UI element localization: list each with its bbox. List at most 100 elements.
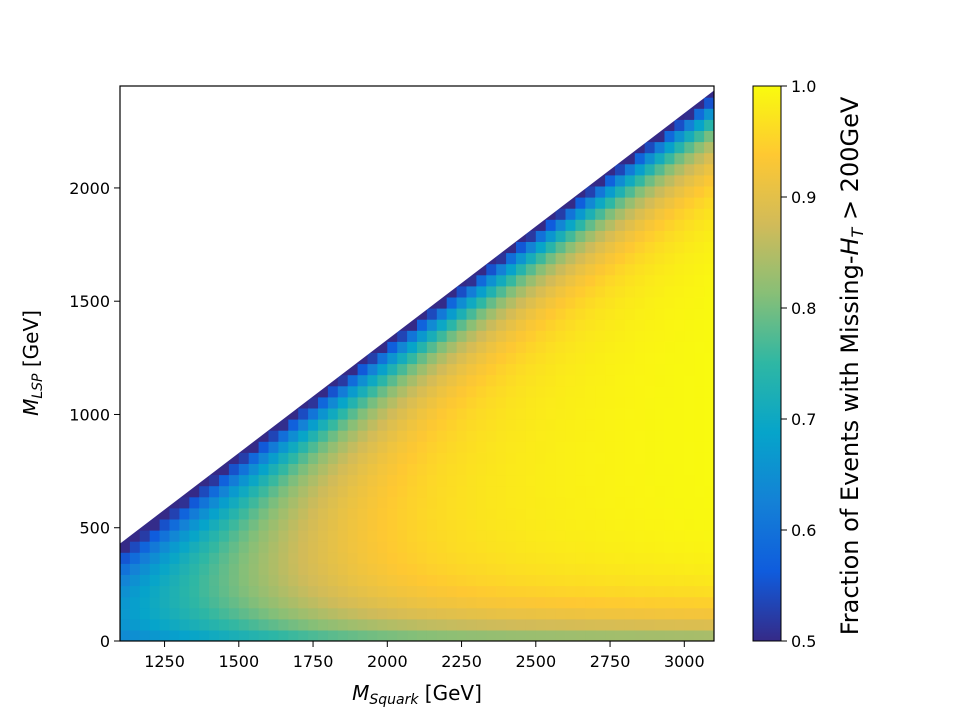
heatmap-cell bbox=[476, 330, 487, 342]
heatmap-cell bbox=[535, 274, 547, 287]
heatmap-cell bbox=[535, 541, 547, 553]
heatmap-cell bbox=[704, 485, 714, 498]
heatmap-cell bbox=[555, 274, 567, 287]
heatmap-cell bbox=[466, 474, 477, 487]
heatmap-cell bbox=[476, 629, 487, 641]
heatmap-cell bbox=[664, 419, 675, 431]
heatmap-cell bbox=[644, 563, 656, 575]
heatmap-cell bbox=[496, 263, 507, 276]
heatmap-cell bbox=[525, 296, 537, 309]
heatmap-cell bbox=[357, 607, 369, 620]
heatmap-cell bbox=[308, 507, 319, 520]
heatmap-cell bbox=[684, 507, 695, 520]
heatmap-cell bbox=[605, 452, 616, 464]
heatmap-cell bbox=[258, 574, 270, 587]
heatmap-cell bbox=[506, 563, 517, 575]
heatmap-cell bbox=[506, 430, 517, 442]
heatmap-cell bbox=[337, 618, 349, 631]
heatmap-cell bbox=[634, 541, 646, 553]
heatmap-cell bbox=[367, 352, 378, 365]
heatmap-cell bbox=[694, 629, 705, 641]
heatmap-cell bbox=[595, 174, 606, 187]
heatmap-cell bbox=[298, 541, 309, 553]
heatmap-cell bbox=[674, 208, 685, 220]
heatmap-cell bbox=[347, 496, 359, 509]
heatmap-cell bbox=[694, 174, 705, 187]
heatmap-cell bbox=[139, 596, 151, 609]
heatmap-cell bbox=[525, 541, 537, 553]
heatmap-cell bbox=[634, 585, 646, 598]
heatmap-cell bbox=[209, 629, 220, 641]
heatmap-cell bbox=[476, 496, 487, 509]
heatmap-cell bbox=[248, 552, 260, 564]
heatmap-cell bbox=[456, 363, 468, 376]
heatmap-cell bbox=[149, 518, 161, 531]
heatmap-cell bbox=[486, 430, 497, 442]
heatmap-cell bbox=[694, 130, 705, 143]
heatmap-cell bbox=[525, 530, 537, 542]
heatmap-cell bbox=[456, 596, 468, 609]
heatmap-cell bbox=[407, 541, 418, 553]
heatmap-cell bbox=[684, 407, 695, 420]
heatmap-cell bbox=[644, 197, 656, 209]
heatmap-cell bbox=[605, 252, 616, 265]
heatmap-cell bbox=[278, 474, 289, 487]
heatmap-cell bbox=[644, 607, 656, 620]
heatmap-cell bbox=[436, 585, 448, 598]
heatmap-cell bbox=[704, 330, 714, 342]
heatmap-cell bbox=[248, 607, 260, 620]
heatmap-cell bbox=[456, 296, 468, 309]
heatmap-cell bbox=[219, 563, 230, 575]
heatmap-cell bbox=[189, 585, 200, 598]
heatmap-cell bbox=[337, 530, 349, 542]
heatmap-cell bbox=[624, 296, 636, 309]
heatmap-cell bbox=[426, 352, 438, 365]
heatmap-cell bbox=[585, 319, 596, 331]
heatmap-cell bbox=[258, 585, 270, 598]
heatmap-cell bbox=[466, 296, 477, 309]
heatmap-cell bbox=[516, 419, 527, 431]
heatmap-cell bbox=[694, 419, 705, 431]
heatmap-cell bbox=[387, 518, 398, 531]
heatmap-cell bbox=[308, 430, 319, 442]
heatmap-cell bbox=[288, 607, 299, 620]
heatmap-cell bbox=[466, 463, 477, 476]
heatmap-cell bbox=[377, 585, 388, 598]
heatmap-cell bbox=[367, 518, 378, 531]
heatmap-cell bbox=[585, 596, 596, 609]
heatmap-cell bbox=[595, 197, 606, 209]
heatmap-cell bbox=[585, 274, 596, 287]
heatmap-cell bbox=[595, 241, 606, 254]
heatmap-cell bbox=[486, 363, 497, 376]
heatmap-cell bbox=[417, 496, 428, 509]
heatmap-cell bbox=[555, 518, 567, 531]
heatmap-cell bbox=[634, 219, 646, 231]
heatmap-cell bbox=[565, 263, 576, 276]
heatmap-cell bbox=[219, 518, 230, 531]
heatmap-cell bbox=[575, 507, 586, 520]
heatmap-cell bbox=[565, 274, 576, 287]
heatmap-cell bbox=[535, 530, 547, 542]
heatmap-cell bbox=[535, 607, 547, 620]
heatmap-cell bbox=[694, 219, 705, 231]
heatmap-cell bbox=[189, 541, 200, 553]
heatmap-cell bbox=[407, 618, 418, 631]
heatmap-cell bbox=[436, 341, 448, 353]
heatmap-cell bbox=[694, 574, 705, 587]
heatmap-cell bbox=[456, 618, 468, 631]
heatmap-cell bbox=[624, 396, 636, 409]
heatmap-cell bbox=[704, 252, 714, 265]
heatmap-cell bbox=[654, 341, 666, 353]
heatmap-cell bbox=[525, 485, 537, 498]
heatmap-cell bbox=[694, 163, 705, 176]
heatmap-cell bbox=[436, 308, 448, 320]
heatmap-cell bbox=[575, 296, 586, 309]
heatmap-cell bbox=[367, 618, 378, 631]
heatmap-cell bbox=[436, 474, 448, 487]
heatmap-cell bbox=[347, 507, 359, 520]
heatmap-cell bbox=[615, 463, 626, 476]
heatmap-cell bbox=[209, 474, 220, 487]
heatmap-cell bbox=[624, 208, 636, 220]
heatmap-cell bbox=[674, 430, 685, 442]
heatmap-cell bbox=[664, 618, 675, 631]
